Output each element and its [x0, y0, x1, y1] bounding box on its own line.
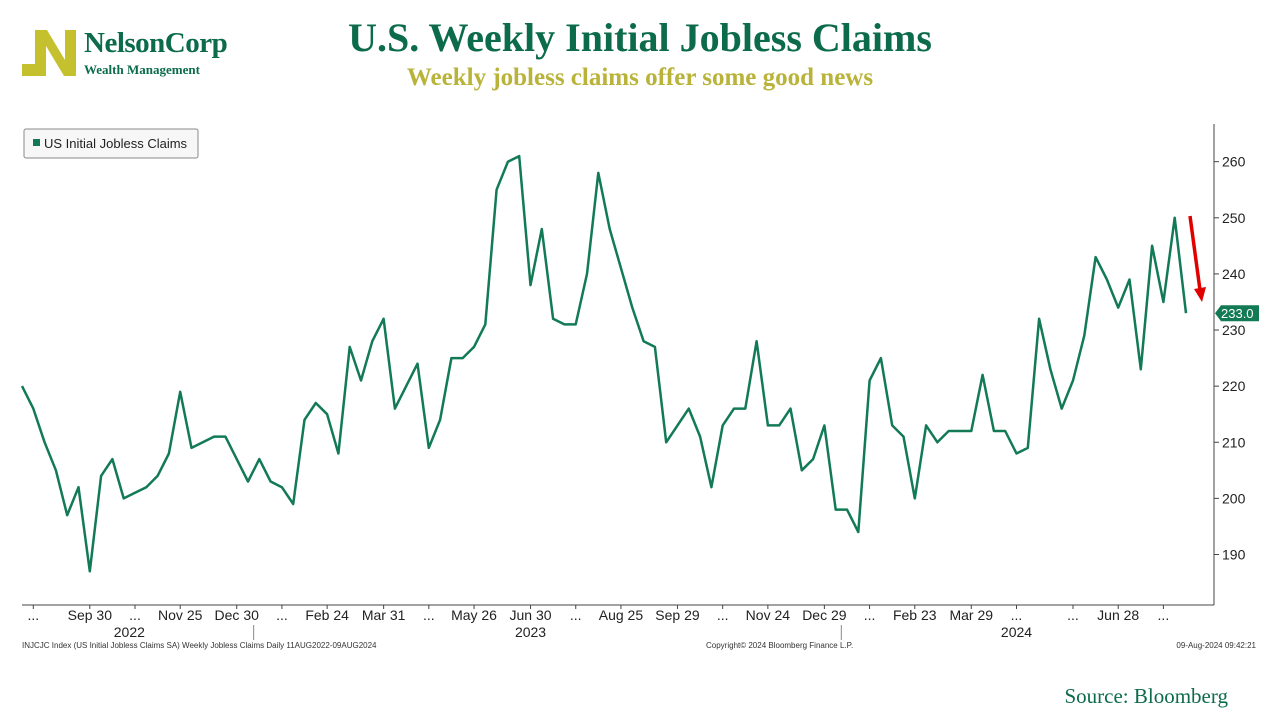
x-axis-years: 2022 2023 2024: [114, 624, 1032, 640]
logo-tagline: Wealth Management: [84, 62, 200, 77]
x-tick-label: ...: [129, 607, 141, 623]
y-tick-label: 230: [1222, 322, 1246, 338]
page-title: U.S. Weekly Initial Jobless Claims: [348, 15, 932, 60]
y-tick-label: 190: [1222, 546, 1246, 562]
x-axis-ticks: ... Sep 30... Nov 25 Dec 30... Feb 24 Mar 31.…: [27, 605, 1169, 623]
x-tick-label: Jun 28: [1097, 607, 1139, 623]
chart-axes: [22, 124, 1215, 606]
x-tick-label: Aug 25: [599, 607, 644, 623]
footer-copyright: Copyright© 2024 Bloomberg Finance L.P.: [706, 641, 853, 650]
nelsoncorp-logo: NelsonCorp Wealth Management: [22, 26, 232, 80]
last-value-tag: 233.0: [1215, 305, 1259, 322]
x-tick-label: ...: [1011, 607, 1023, 623]
x-tick-label: Dec 30: [215, 607, 260, 623]
chart-legend: US Initial Jobless Claims: [23, 128, 199, 159]
y-tick-label: 260: [1222, 154, 1246, 170]
last-value-label: 233.0: [1221, 306, 1254, 321]
x-tick-label: ...: [717, 607, 729, 623]
x-tick-label: Sep 29: [655, 607, 700, 623]
x-tick-label: Nov 24: [746, 607, 791, 623]
last-value-badge: [1215, 305, 1259, 322]
source-note: Source: Bloomberg: [1064, 684, 1228, 708]
y-axis-ticks: 190 200 210 220 230 240 250 260: [1214, 154, 1246, 562]
x-tick-label: Jun 30: [510, 607, 552, 623]
x-tick-label: ...: [1067, 607, 1079, 623]
x-tick-label: May 26: [451, 607, 497, 623]
x-tick-label: ...: [570, 607, 582, 623]
x-year-label: 2024: [1001, 624, 1032, 640]
logo-n-mark-icon: [22, 30, 76, 76]
x-tick-label: Feb 23: [893, 607, 937, 623]
x-year-label: 2022: [114, 624, 145, 640]
x-tick-label: Feb 24: [305, 607, 349, 623]
page-subtitle: Weekly jobless claims offer some good ne…: [406, 64, 874, 91]
x-tick-label: ...: [864, 607, 876, 623]
logo-name: NelsonCorp: [84, 27, 228, 59]
x-tick-label: Nov 25: [158, 607, 203, 623]
x-tick-label: ...: [1158, 607, 1170, 623]
x-tick-label: Dec 29: [802, 607, 847, 623]
x-tick-label: Sep 30: [68, 607, 113, 623]
legend-entry: US Initial Jobless Claims: [44, 136, 188, 151]
y-tick-label: 240: [1222, 266, 1246, 282]
x-tick-label: ...: [27, 607, 39, 623]
y-tick-label: 200: [1222, 490, 1246, 506]
x-tick-label: ...: [423, 607, 435, 623]
x-tick-label: ...: [276, 607, 288, 623]
footer-series-description: INJCJC Index (US Initial Jobless Claims …: [22, 641, 377, 650]
series-line-us-initial-jobless-claims: [20, 154, 1188, 573]
legend-swatch: [33, 139, 40, 146]
down-arrow-annotation-icon: [1188, 215, 1206, 302]
y-tick-label: 210: [1222, 434, 1246, 450]
footer-timestamp: 09-Aug-2024 09:42:21: [1176, 641, 1256, 650]
x-tick-label: Mar 29: [949, 607, 993, 623]
x-year-label: 2023: [515, 624, 546, 640]
y-tick-label: 250: [1222, 210, 1246, 226]
x-tick-label: Mar 31: [362, 607, 406, 623]
legend-box: [23, 128, 199, 159]
y-tick-label: 220: [1222, 378, 1246, 394]
